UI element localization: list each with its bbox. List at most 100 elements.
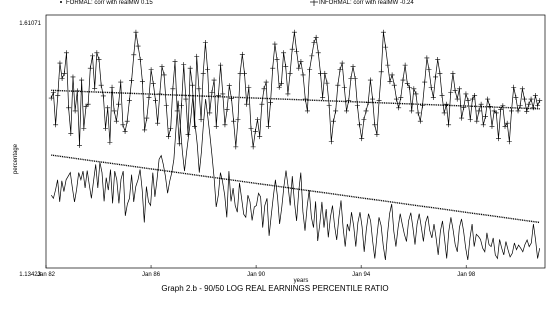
data-point-informal (441, 110, 447, 116)
data-point-informal (159, 64, 165, 70)
data-point-informal (270, 65, 276, 71)
data-point-informal (124, 118, 130, 124)
data-point-informal (133, 29, 139, 35)
legend-marker-formal (60, 1, 62, 3)
data-point-informal (183, 96, 189, 102)
x-axis-title: years (294, 278, 309, 284)
data-point-informal (487, 103, 493, 109)
data-point-informal (535, 103, 541, 109)
data-point-informal (274, 56, 280, 62)
data-point-informal (509, 108, 515, 114)
data-point-informal (53, 122, 59, 128)
data-point-informal (489, 123, 495, 129)
data-point-informal (265, 123, 271, 129)
series-layer (48, 29, 543, 261)
trend-line-formal (51, 154, 540, 224)
data-point-informal (296, 65, 302, 71)
data-point-informal (118, 79, 124, 85)
data-point-informal (92, 85, 98, 91)
legend: FORMAL: corr with realMW 0.15 INFORMAL: … (60, 0, 414, 6)
data-point-informal (111, 108, 117, 114)
data-point-informal (161, 72, 167, 78)
data-point-informal (495, 136, 501, 142)
data-point-informal (126, 98, 132, 104)
data-point-informal (213, 123, 219, 129)
data-point-informal (400, 77, 406, 83)
data-point-informal (304, 108, 310, 114)
data-point-informal (530, 105, 536, 111)
data-point-informal (385, 62, 391, 68)
legend-marker-informal (310, 0, 318, 6)
data-point-informal (278, 81, 284, 87)
data-point-informal (103, 125, 109, 131)
data-point-informal (63, 50, 69, 56)
data-point-informal (241, 70, 247, 76)
data-point-informal (120, 122, 126, 128)
data-point-informal (302, 96, 308, 102)
data-point-informal (359, 136, 365, 142)
data-point-informal (459, 115, 465, 121)
legend-label-formal: FORMAL: corr with realMW 0.15 (66, 0, 153, 6)
data-point-informal (176, 141, 182, 147)
x-tick-label: Jan 86 (142, 272, 161, 278)
data-point-informal (350, 64, 356, 70)
data-point-informal (528, 96, 534, 102)
data-point-informal (165, 134, 171, 140)
data-point-informal (148, 67, 154, 73)
data-point-informal (181, 62, 187, 68)
data-point-informal (474, 118, 480, 124)
data-point-informal (439, 92, 445, 98)
data-point-informal (469, 96, 475, 102)
data-point-informal (142, 127, 148, 133)
data-point-informal (537, 98, 543, 104)
data-point-informal (391, 82, 397, 88)
data-point-informal (361, 117, 367, 123)
x-tick-label: Jan 90 (247, 272, 266, 278)
data-point-informal (482, 114, 488, 120)
data-point-informal (357, 122, 363, 128)
data-point-informal (55, 92, 61, 98)
data-point-informal (417, 118, 423, 124)
data-point-informal (289, 46, 295, 52)
data-point-informal (467, 117, 473, 123)
data-point-informal (504, 120, 510, 126)
data-point-informal (244, 101, 250, 107)
data-point-informal (239, 51, 245, 57)
data-point-informal (218, 62, 224, 68)
data-point-informal (524, 108, 530, 114)
data-point-informal (291, 29, 297, 35)
data-point-informal (380, 29, 386, 35)
data-point-informal (257, 134, 263, 140)
data-point-informal (255, 117, 261, 123)
data-point-informal (137, 56, 143, 62)
data-point-informal (172, 59, 178, 65)
data-point-informal (139, 79, 145, 85)
data-point-informal (498, 106, 504, 112)
data-point-informal (443, 101, 449, 107)
data-point-informal (406, 84, 412, 90)
data-point-informal (179, 103, 185, 109)
data-point-informal (152, 98, 158, 104)
data-point-informal (446, 122, 452, 128)
series-informal (48, 29, 543, 150)
data-point-informal (222, 122, 228, 128)
data-point-informal (328, 139, 334, 145)
data-point-informal (285, 91, 291, 97)
data-point-informal (76, 142, 82, 148)
data-point-informal (344, 108, 350, 114)
data-point-informal (211, 77, 217, 83)
data-point-informal (315, 50, 321, 56)
data-point-informal (192, 123, 198, 129)
data-point-informal (283, 64, 289, 70)
data-point-informal (131, 52, 137, 58)
data-point-informal (426, 67, 432, 73)
data-point-informal (185, 132, 191, 138)
data-point-informal (424, 55, 430, 61)
data-point-informal (428, 84, 434, 90)
data-point-informal (170, 86, 176, 92)
data-point-informal (94, 50, 100, 56)
data-point-informal (383, 44, 389, 50)
x-ticks: Jan 82 Jan 86 Jan 90 Jan 94 Jan 98 (37, 265, 476, 278)
data-point-informal (287, 70, 293, 76)
